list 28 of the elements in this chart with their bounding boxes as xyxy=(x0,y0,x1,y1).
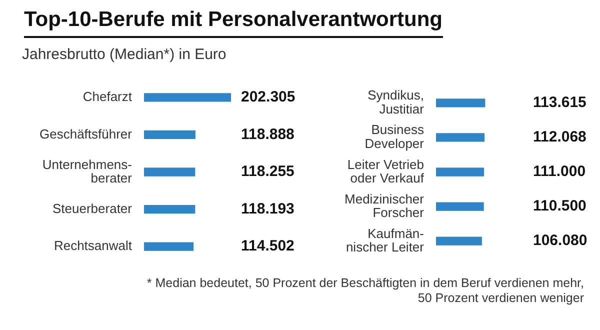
y-tick-label: Steuerberater xyxy=(52,200,133,216)
data-label: 111.000 xyxy=(533,163,586,180)
data-label: 112.068 xyxy=(533,128,586,146)
bar xyxy=(144,93,231,102)
y-tick-label: Rechtsanwalt xyxy=(54,238,132,254)
y-tick-label: Business Developer xyxy=(364,122,425,151)
y-tick-label: Unternehmens- berater xyxy=(42,156,133,186)
data-label: 106.080 xyxy=(533,232,588,250)
bar xyxy=(144,242,194,251)
y-tick-label: Leiter Vetrieb oder Verkauf xyxy=(347,156,424,186)
y-tick-label: Medizinischer Forscher xyxy=(344,191,425,220)
y-tick-label: Geschäftsführer xyxy=(40,126,133,142)
y-tick-label: Kaufmän- nischer Leiter xyxy=(346,226,425,254)
data-label: 118.193 xyxy=(241,200,294,218)
data-label: 113.615 xyxy=(533,94,586,112)
data-label: 118.255 xyxy=(241,163,294,180)
bar xyxy=(144,204,196,214)
y-tick-label: Chefarzt xyxy=(82,89,132,104)
chart-subtitle: Jahresbrutto (Median*) in Euro xyxy=(22,46,228,65)
data-label: 202.305 xyxy=(241,88,296,106)
chart-title: Top-10-Berufe mit Personalverantwortung xyxy=(24,8,443,38)
text: * Median bedeutet, 50 Prozent der Beschäftigten in dem Beruf verdienen mehr, 50 Prozent verdienen weniger xyxy=(146,276,584,306)
data-label: 114.502 xyxy=(241,238,294,255)
data-label: 118.888 xyxy=(241,126,294,143)
bar xyxy=(144,168,196,176)
data-label: 110.500 xyxy=(533,198,586,215)
y-tick-label: Syndikus, Justitiar xyxy=(368,88,425,116)
bar xyxy=(144,130,196,140)
